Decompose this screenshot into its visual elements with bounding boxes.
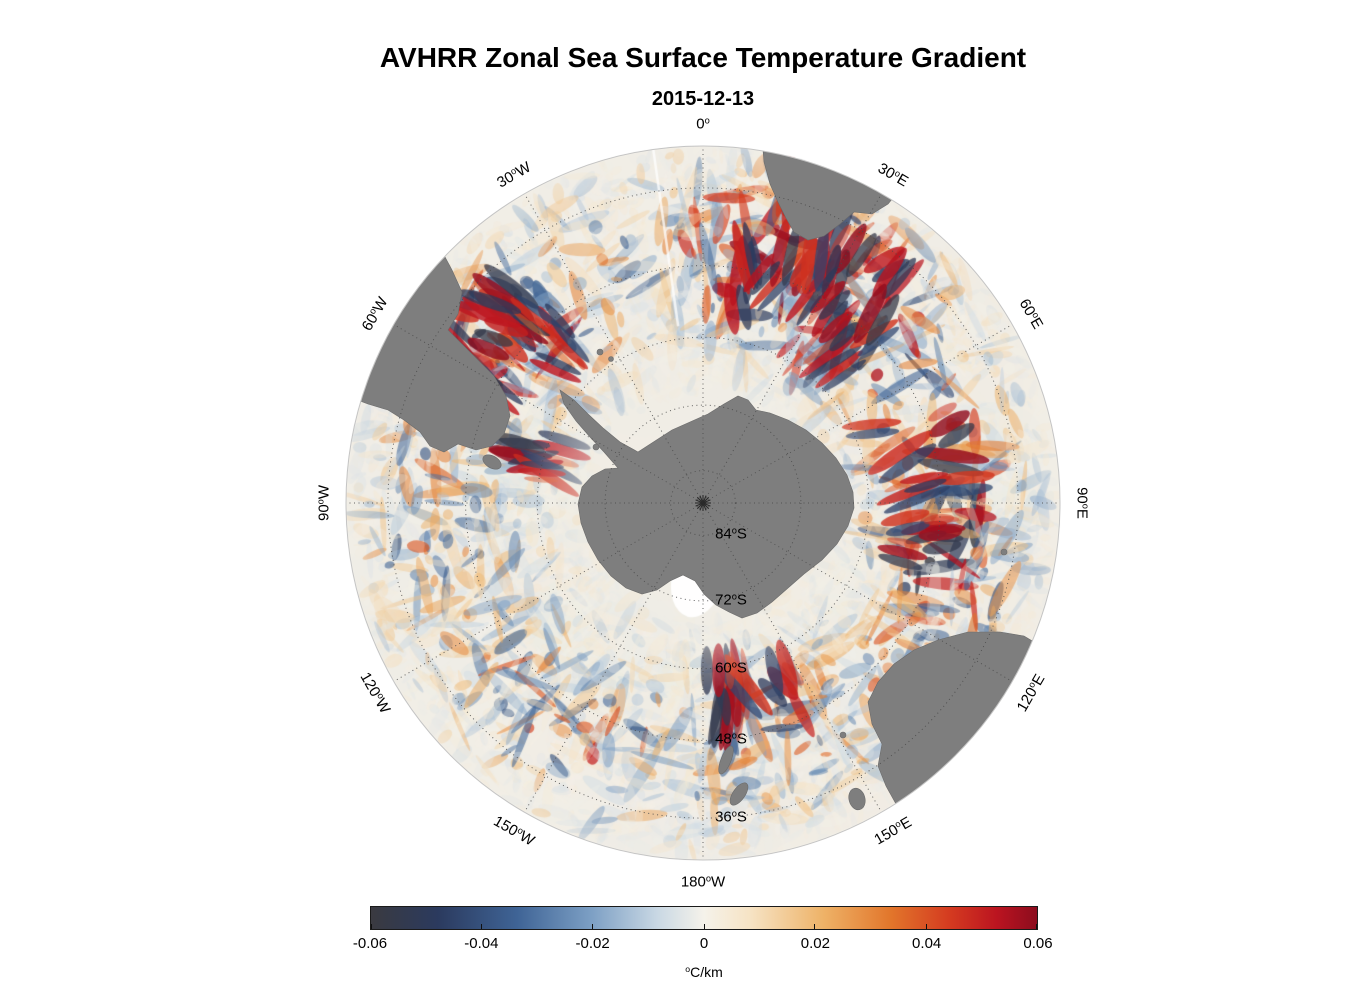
land-antarctica (559, 389, 855, 619)
lat-circle-48s (465, 265, 941, 741)
lon-spoke-60 (707, 324, 1013, 501)
colorbar-tickmark-2 (592, 924, 594, 929)
land-islet-0 (596, 348, 604, 356)
colorbar-tickmark-6 (1036, 924, 1037, 929)
colorbar-tickmark-1 (481, 924, 483, 929)
colorbar-tick-4: 0.02 (800, 935, 830, 952)
colorbar-tick-3: 0 (699, 935, 709, 952)
lon-spoke-330 (524, 193, 701, 499)
land-new-zealand-north (729, 782, 749, 806)
pole-marker (695, 495, 711, 511)
colorbar: -0.06 -0.04 -0.02 0 0.02 0.04 0.06 oC/km (353, 906, 1053, 998)
land-tasmania (848, 787, 866, 811)
lon-spoke-240 (393, 505, 699, 682)
land-south-america (351, 243, 511, 453)
lat-circle-60s (536, 336, 870, 670)
lat-circle-84s (670, 470, 736, 536)
colorbar-tickmark-0 (371, 924, 372, 929)
land-australia (867, 631, 1053, 827)
colorbar-tick-1: -0.04 (464, 935, 499, 952)
colorbar-unit-label: oC/km (685, 964, 723, 980)
graticule (346, 146, 1060, 860)
land-africa (761, 146, 899, 241)
colorbar-tickmark-3 (703, 924, 705, 929)
lon-spoke-300 (393, 324, 699, 501)
land-islet-1 (608, 356, 614, 362)
colorbar-ticks: -0.06 -0.04 -0.02 0 0.02 0.04 0.06 (353, 935, 1053, 955)
lon-spoke-210 (524, 507, 701, 813)
land-islet-2 (592, 443, 600, 451)
land-group (351, 146, 1053, 827)
land-islet-4 (839, 731, 847, 739)
colorbar-tickmark-4 (814, 924, 816, 929)
land-new-zealand-south (718, 745, 734, 775)
colorbar-tick-5: 0.04 (912, 935, 942, 952)
lat-circle-36s (387, 187, 1019, 819)
land-islet-3 (1000, 548, 1008, 556)
colorbar-tick-2: -0.02 (575, 935, 610, 952)
colorbar-tickmark-5 (925, 924, 927, 929)
colorbar-tick-0: -0.06 (352, 935, 388, 952)
land-tierra-del-fuego (482, 454, 502, 470)
lat-circle-72s (604, 404, 802, 602)
lon-spoke-150 (705, 507, 882, 813)
colorbar-tick-6: 0.06 (1023, 935, 1053, 952)
map-rim (345, 145, 1061, 861)
lon-spoke-30 (705, 193, 882, 499)
lon-spoke-120 (707, 505, 1013, 682)
colorbar-gradient (370, 906, 1038, 930)
